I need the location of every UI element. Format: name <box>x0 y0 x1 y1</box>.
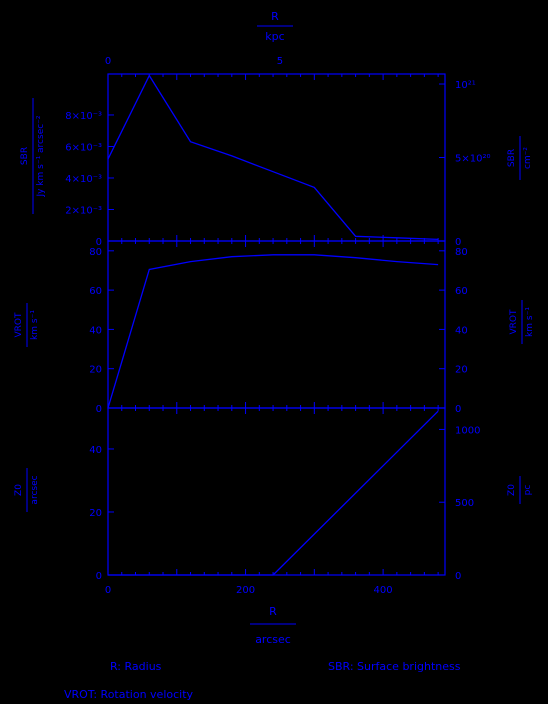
vrot-series-line <box>107 254 439 409</box>
plot-layer: 0 2×10⁻³ 4×10⁻³ 6×10⁻³ 8×10⁻³ 0 5×10²⁰ 10²¹ 0 20 4… <box>65 56 490 596</box>
sbr-left-axis-label: SBR Jy km s⁻¹ arcsec⁻² <box>20 98 46 214</box>
legend-rotation-velocity: VROT: Rotation velocity <box>64 688 194 701</box>
vrot-right-label-den: km s⁻¹ <box>525 307 535 337</box>
sbr-left-label-num: SBR <box>20 147 30 165</box>
z0-right-tick-label: 0 <box>455 571 461 582</box>
sbr-left-tick-label: 8×10⁻³ <box>65 111 102 122</box>
z0-left-tick-label: 20 <box>89 508 102 519</box>
sbr-right-label-den: cm⁻² <box>523 147 533 169</box>
bottom-tick-label: 0 <box>105 585 111 596</box>
sbr-right-axis-label: SBR cm⁻² <box>507 136 533 180</box>
bottom-tick-label: 200 <box>236 585 255 596</box>
bottom-axis-label-num: R <box>269 605 277 618</box>
z0-left-tick-label: 40 <box>89 445 102 456</box>
sbr-right-tick-label: 10²¹ <box>455 80 476 91</box>
z0-right-label-den: pc <box>523 485 533 496</box>
vrot-left-label-num: VROT <box>14 312 24 337</box>
sbr-left-tick-label: 0 <box>96 237 102 248</box>
sbr-right-tick-label: 5×10²⁰ <box>455 154 490 165</box>
z0-panel-frame <box>107 407 446 576</box>
vrot-left-tick-label: 40 <box>89 325 102 336</box>
sbr-series-line <box>107 74 439 241</box>
bottom-axis-label-den: arcsec <box>255 633 291 646</box>
vrot-left-tick-label: 60 <box>89 286 102 297</box>
sbr-right-tick-label: 0 <box>455 237 461 248</box>
sbr-left-label-den: Jy km s⁻¹ arcsec⁻² <box>36 115 46 197</box>
legend-surface-brightness: SBR: Surface brightness <box>328 660 461 673</box>
legend-radius: R: Radius <box>110 660 162 673</box>
vrot-left-tick-label: 20 <box>89 365 102 376</box>
z0-right-label-num: Z0 <box>507 484 517 496</box>
sbr-right-label-num: SBR <box>507 149 517 167</box>
vrot-right-tick-label: 60 <box>455 286 468 297</box>
vrot-left-axis-label: VROT km s⁻¹ <box>14 303 40 347</box>
z0-series-line <box>108 410 439 576</box>
vrot-right-label-num: VROT <box>509 309 519 334</box>
top-tick-label: 5 <box>277 56 283 67</box>
sbr-left-tick-label: 4×10⁻³ <box>65 174 102 185</box>
sbr-left-tick-label: 2×10⁻³ <box>65 205 102 216</box>
vrot-left-tick-label: 80 <box>89 247 102 258</box>
sbr-left-tick-label: 6×10⁻³ <box>65 142 102 153</box>
vrot-right-tick-label: 0 <box>455 404 461 415</box>
vrot-right-tick-label: 80 <box>455 247 468 258</box>
top-axis-label-den: kpc <box>265 30 284 43</box>
bottom-tick-label: 400 <box>374 585 393 596</box>
z0-left-label-num: Z0 <box>14 484 24 496</box>
vrot-left-tick-label: 0 <box>96 404 102 415</box>
z0-left-label-den: arcsec <box>30 475 40 504</box>
vrot-left-label-den: km s⁻¹ <box>30 310 40 340</box>
vrot-right-axis-label: VROT km s⁻¹ <box>509 300 535 344</box>
z0-right-axis-label: Z0 pc <box>507 476 533 504</box>
z0-right-tick-label: 1000 <box>455 425 480 436</box>
z0-right-tick-label: 500 <box>455 498 474 509</box>
top-tick-label: 0 <box>105 56 111 67</box>
vrot-right-tick-label: 40 <box>455 325 468 336</box>
top-axis-label-num: R <box>271 10 279 23</box>
z0-left-axis-label: Z0 arcsec <box>14 468 40 512</box>
vrot-right-tick-label: 20 <box>455 365 468 376</box>
z0-left-tick-label: 0 <box>96 571 102 582</box>
